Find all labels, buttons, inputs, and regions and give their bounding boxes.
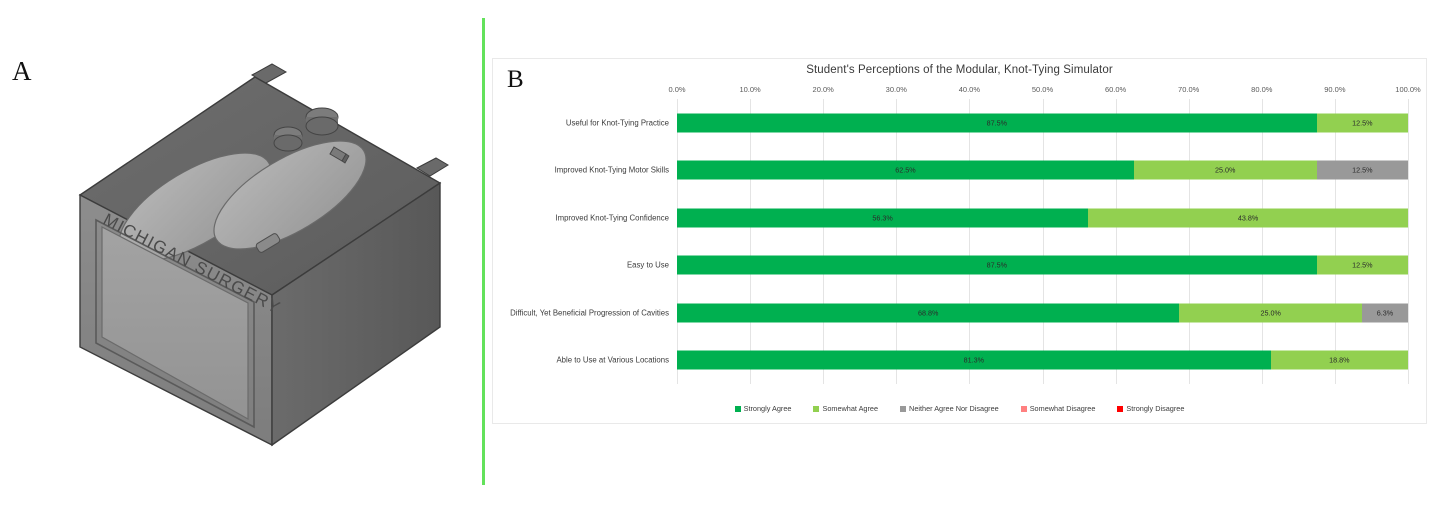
x-tick-label: 70.0% <box>1178 85 1200 94</box>
bar-segment-value: 6.3% <box>1376 308 1394 318</box>
bar-segment-value: 25.0% <box>1215 165 1236 175</box>
bar-segment: 18.8% <box>1270 350 1408 370</box>
chart-row: Useful for Knot-Tying Practice 87.5% 12.5% <box>566 108 1408 138</box>
knob-small-icon <box>273 126 303 152</box>
legend-item[interactable]: Strongly Agree <box>734 404 792 413</box>
x-tick-label: 90.0% <box>1324 85 1346 94</box>
bar-segment: 12.5% <box>1316 160 1408 180</box>
chart-row: Able to Use at Various Locations 81.3% 18.… <box>556 345 1408 375</box>
x-tick-label: 20.0% <box>812 85 834 94</box>
gridline <box>677 99 678 384</box>
panel-b-survey-chart: B Student's Perceptions of the Modular, … <box>492 58 1427 424</box>
chart-gridlines <box>677 99 1409 384</box>
legend-label: Strongly Disagree <box>1126 404 1185 413</box>
bar-segment: 25.0% <box>1179 303 1362 323</box>
legend-swatch <box>1020 405 1027 412</box>
legend-label: Neither Agree Nor Disagree <box>909 404 999 413</box>
stacked-bar: 68.8% 25.0% 6.3% <box>677 303 1408 323</box>
bar-segment: 68.8% <box>677 303 1180 323</box>
category-label: Improved Knot-Tying Motor Skills <box>554 165 669 175</box>
panel-b-label: B <box>507 66 524 93</box>
knob-large-icon <box>305 107 339 136</box>
bar-segment: 6.3% <box>1362 303 1408 323</box>
legend-label: Somewhat Agree <box>822 404 879 413</box>
stacked-bar: 56.3% 43.8% <box>677 208 1408 228</box>
chart-row: Improved Knot-Tying Motor Skills 62.5% 25.… <box>555 155 1408 185</box>
chart-row: Easy to Use 87.5% 12.5% <box>627 250 1408 280</box>
gridline <box>969 99 971 384</box>
x-tick-label: 0.0% <box>668 85 686 94</box>
gridline <box>1042 99 1044 384</box>
bar-segment: 12.5% <box>1316 113 1408 133</box>
chart-row: Difficult, Yet Beneficial Progression of… <box>510 298 1408 328</box>
x-tick-label: 100.0% <box>1395 85 1421 94</box>
legend-swatch <box>734 405 741 412</box>
bar-segment-value: 56.3% <box>872 213 893 223</box>
peg-icon <box>329 146 350 164</box>
bar-segment: 12.5% <box>1316 255 1408 275</box>
panel-divider <box>482 18 485 485</box>
legend-swatch <box>1117 405 1124 412</box>
gridline <box>896 99 898 384</box>
stacked-bar: 62.5% 25.0% 12.5% <box>677 160 1408 180</box>
bar-segment: 81.3% <box>677 350 1271 370</box>
gridline <box>1261 99 1263 384</box>
x-tick-label: 10.0% <box>739 85 761 94</box>
legend-label: Strongly Agree <box>743 404 792 413</box>
bar-segment-value: 62.5% <box>895 165 916 175</box>
panel-a-device-render: A <box>0 0 480 516</box>
bar-segment-value: 25.0% <box>1260 308 1281 318</box>
legend-item[interactable]: Somewhat Agree <box>813 404 878 413</box>
bar-segment: 43.8% <box>1088 208 1408 228</box>
panel-a-label: A <box>12 56 32 86</box>
legend-swatch <box>900 405 907 412</box>
legend-label: Somewhat Disagree <box>1029 404 1096 413</box>
gridline <box>1188 99 1190 384</box>
legend-item[interactable]: Strongly Disagree <box>1117 404 1184 413</box>
legend-item[interactable]: Neither Agree Nor Disagree <box>900 404 999 413</box>
gridline <box>1115 99 1117 384</box>
x-tick-label: 60.0% <box>1104 85 1127 94</box>
chart-title: Student's Perceptions of the Modular, Kn… <box>806 64 1113 76</box>
bar-segment-value: 81.3% <box>963 355 985 365</box>
legend-item[interactable]: Somewhat Disagree <box>1020 404 1096 413</box>
legend-swatch <box>813 405 820 412</box>
stacked-bar: 87.5% 12.5% <box>677 255 1408 275</box>
bar-segment: 25.0% <box>1133 160 1317 180</box>
chart-row: Improved Knot-Tying Confidence 56.3% 43.8% <box>555 203 1408 233</box>
gridline <box>1408 99 1409 384</box>
gridline <box>1334 99 1336 384</box>
bar-segment-value: 87.5% <box>986 260 1007 270</box>
bar-segment: 56.3% <box>677 208 1089 228</box>
simulator-3d-model: MICHIGAN SURGERY <box>40 55 460 455</box>
bar-segment-value: 18.8% <box>1329 355 1350 365</box>
gridline <box>823 99 825 384</box>
x-tick-label: 80.0% <box>1251 85 1273 94</box>
stacked-bar: 81.3% 18.8% <box>677 350 1408 370</box>
bar-segment: 87.5% <box>677 255 1317 275</box>
bar-segment-value: 12.5% <box>1352 165 1373 175</box>
chart-legend: Strongly Agree Somewhat Agree Neither Agre… <box>493 404 1426 413</box>
bar-segment-value: 12.5% <box>1352 260 1373 270</box>
center-clip-icon <box>255 233 281 253</box>
stacked-bar: 87.5% 12.5% <box>677 113 1408 133</box>
simulator-cad-svg: MICHIGAN SURGERY <box>78 63 449 447</box>
category-label: Easy to Use <box>626 260 669 270</box>
chart-plot-area: Useful for Knot-Tying Practice 87.5% 12.5%… <box>510 99 1408 384</box>
category-label: Able to Use at Various Locations <box>556 355 669 365</box>
gridline <box>750 99 752 384</box>
bar-segment: 62.5% <box>677 160 1134 180</box>
category-label: Useful for Knot-Tying Practice <box>565 118 669 128</box>
category-label: Difficult, Yet Beneficial Progression of… <box>510 308 669 318</box>
category-label: Improved Knot-Tying Confidence <box>555 213 669 223</box>
bar-segment-value: 87.5% <box>986 118 1007 128</box>
bar-segment-value: 68.8% <box>918 308 939 318</box>
x-tick-label: 30.0% <box>885 85 907 94</box>
bar-segment: 87.5% <box>677 113 1317 133</box>
x-tick-label: 40.0% <box>958 85 981 94</box>
x-axis-tick-labels: 0.0% 10.0% 20.0% 30.0% 40.0% 50.0% 60.0% 70.0% 8… <box>668 85 1420 99</box>
bar-segment-value: 43.8% <box>1237 213 1259 223</box>
x-tick-label: 50.0% <box>1031 85 1054 94</box>
bar-segment-value: 12.5% <box>1352 118 1373 128</box>
